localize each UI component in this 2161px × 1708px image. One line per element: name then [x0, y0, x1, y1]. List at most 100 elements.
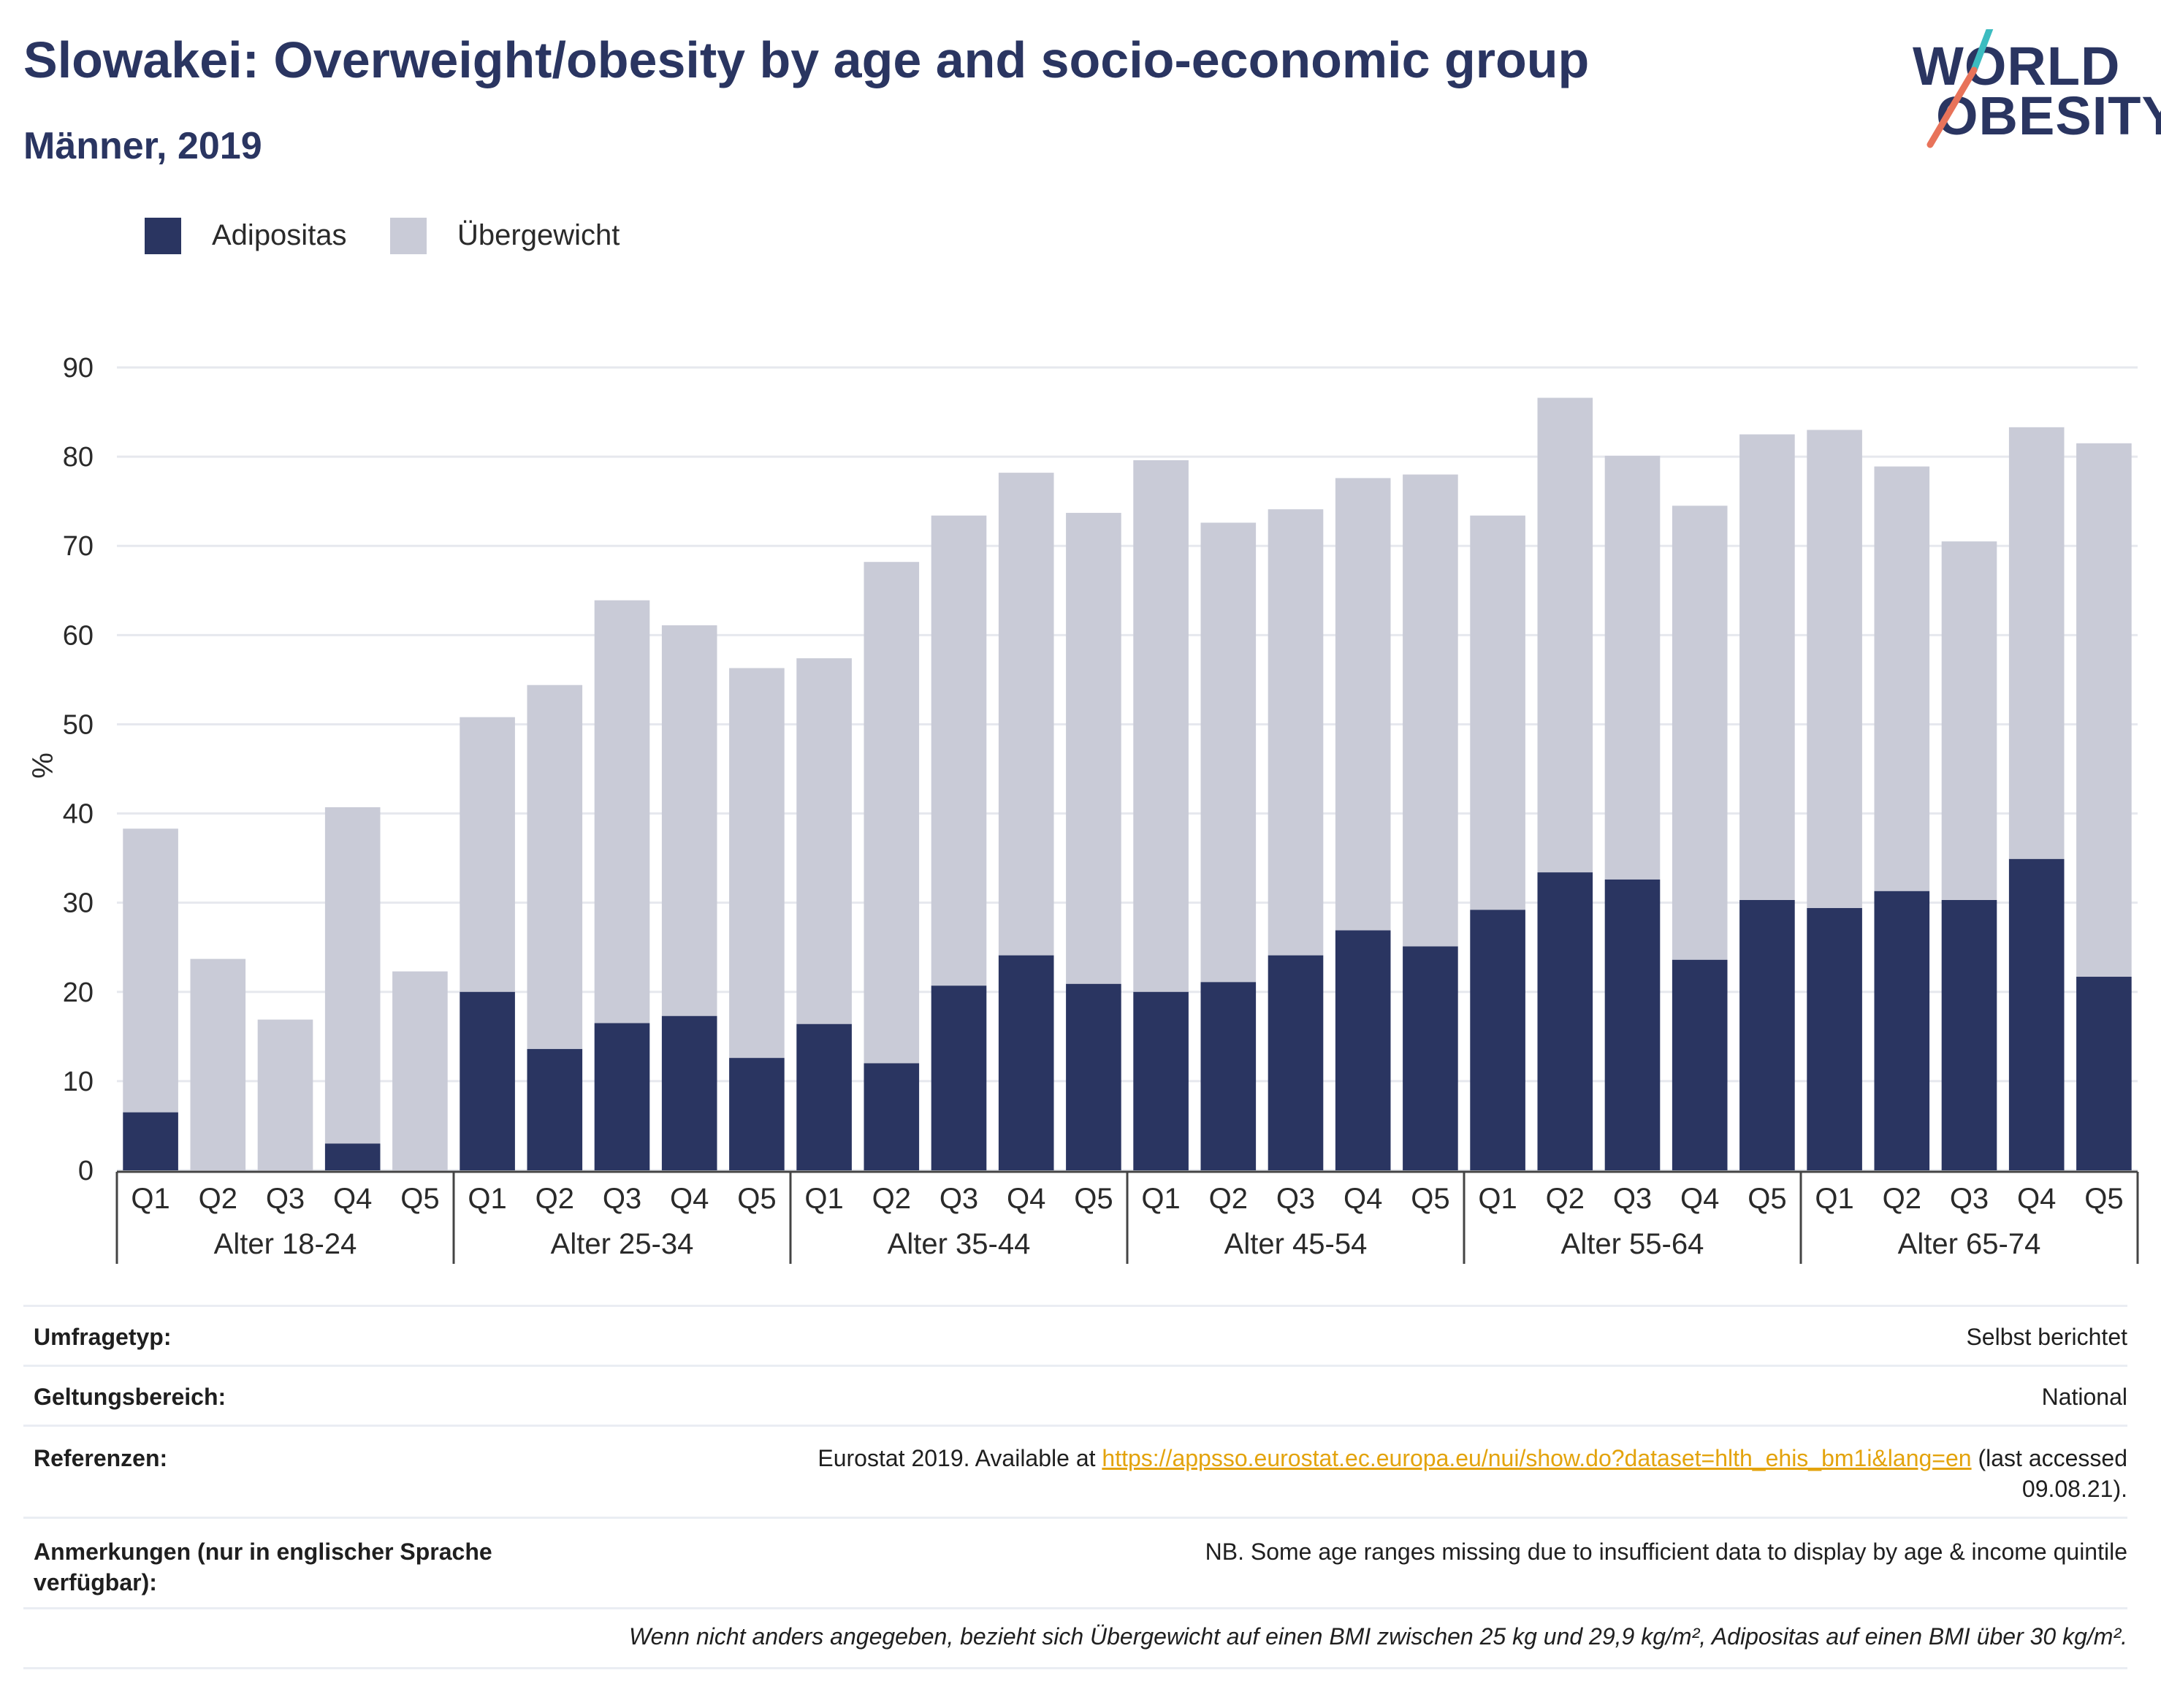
bar-overweight	[1268, 509, 1324, 956]
x-tick-label: Q3	[1276, 1183, 1315, 1215]
bar-overweight	[2076, 443, 2132, 977]
bar-overweight	[1403, 474, 1458, 947]
y-tick-label: 60	[63, 620, 94, 651]
references-link[interactable]: https://appsso.eurostat.ec.europa.eu/nui…	[1102, 1445, 1972, 1471]
bar-overweight	[1537, 397, 1593, 873]
x-tick-label: Q3	[1613, 1183, 1652, 1215]
bar-overweight	[392, 971, 448, 1170]
x-tick-label: Q5	[400, 1183, 439, 1215]
x-tick-label: Q4	[2017, 1183, 2056, 1215]
y-tick-label: 0	[78, 1156, 94, 1186]
references-suffix: (last accessed	[1971, 1445, 2127, 1471]
legend-swatch-obesity	[145, 218, 181, 254]
x-tick-label: Q5	[1748, 1183, 1786, 1215]
bar-overweight	[1807, 430, 1862, 908]
world-obesity-logo: WORLD OBESITY	[1892, 29, 2161, 153]
x-tick-label: Q5	[737, 1183, 776, 1215]
logo-slash-icon	[1926, 29, 1994, 148]
stacked-bar-chart: 0 10 20 30 40 50 60 70 80 90% Q1 Q2 Q3 Q4 Q5 Q1 Q2 Q3 Q4 Q5…	[27, 353, 2139, 1264]
bar-overweight	[594, 600, 650, 1023]
notes-label-line-2: verfügbar):	[34, 1569, 157, 1595]
bar-overweight	[1200, 522, 1257, 983]
x-tick-label: Q3	[940, 1183, 978, 1215]
x-tick-label: Q2	[536, 1183, 574, 1215]
bar-overweight	[1335, 478, 1391, 931]
x-tick-label: Q1	[1141, 1183, 1180, 1215]
y-axis-label: %	[27, 752, 59, 779]
bar-obesity	[1200, 982, 1257, 1170]
notes-label-line-1: Anmerkungen (nur in englischer Sprache	[34, 1539, 492, 1565]
coverage-label: Geltungsbereich:	[34, 1384, 226, 1410]
bar-obesity	[123, 1112, 178, 1170]
y-tick-label: 40	[63, 799, 94, 830]
bar-obesity	[1537, 872, 1593, 1170]
bar-overweight	[931, 515, 987, 986]
bar-obesity	[864, 1063, 920, 1170]
info-row-footnote-divider	[23, 1607, 2127, 1609]
references-line-2: 09.08.21).	[2021, 1476, 2127, 1502]
bar-overweight	[1941, 541, 1997, 901]
bar-overweight	[1739, 434, 1795, 901]
x-tick-label: Q1	[468, 1183, 506, 1215]
x-tick-label: Q4	[1680, 1183, 1719, 1215]
info-row-coverage: Geltungsbereich: National	[23, 1365, 2127, 1427]
x-tick-label: Q4	[670, 1183, 709, 1215]
bar-obesity	[1672, 959, 1728, 1170]
x-tick-label: Q1	[131, 1183, 169, 1215]
x-tick-label: Q4	[1344, 1183, 1382, 1215]
bar-obesity	[1470, 910, 1525, 1170]
bar-overweight	[1470, 515, 1525, 910]
bottom-divider	[23, 1667, 2127, 1669]
bar-overweight	[123, 828, 178, 1113]
footnote: Wenn nicht anders angegeben, bezieht sic…	[629, 1623, 2127, 1650]
bar-obesity	[1941, 900, 1997, 1170]
bar-overweight	[1874, 466, 1930, 891]
bar-overweight	[1133, 460, 1189, 992]
bar-obesity	[1268, 955, 1324, 1170]
bar-obesity	[796, 1023, 852, 1170]
bar-obesity	[661, 1015, 717, 1170]
x-tick-label: Q1	[804, 1183, 843, 1215]
logo-line-2: OBESITY	[1936, 85, 2161, 146]
bar-overweight	[864, 562, 920, 1064]
bar-overweight	[2008, 427, 2065, 859]
bar-obesity	[998, 955, 1054, 1170]
bar-obesity	[527, 1048, 583, 1170]
info-row-references: Referenzen: Eurostat 2019. Available at …	[23, 1425, 2127, 1519]
info-row-notes: Anmerkungen (nur in englischer Sprache v…	[23, 1517, 2127, 1609]
bar-obesity	[2008, 858, 2065, 1170]
x-tick-label: Q2	[1546, 1183, 1585, 1215]
logo-line-1: WORLD	[1913, 36, 2121, 96]
bar-overweight	[998, 473, 1054, 956]
x-tick-label: Q3	[266, 1183, 305, 1215]
bar-overweight	[661, 625, 717, 1016]
info-row-survey-type: Umfragetyp: Selbst berichtet	[23, 1305, 2127, 1367]
y-tick-label: 50	[63, 709, 94, 740]
bar-obesity	[1066, 983, 1121, 1170]
y-tick-label: 30	[63, 888, 94, 919]
bar-obesity	[1133, 991, 1189, 1170]
x-tick-label: Q2	[199, 1183, 237, 1215]
bar-overweight	[190, 958, 246, 1170]
chart-subtitle: Männer, 2019	[23, 125, 262, 167]
bar-obesity	[2076, 977, 2132, 1170]
y-tick-label: 20	[63, 977, 94, 1008]
bar-obesity	[460, 991, 515, 1170]
bar-obesity	[1335, 930, 1391, 1170]
x-tick-label: Q1	[1815, 1183, 1853, 1215]
bar-obesity	[324, 1143, 381, 1170]
notes-label: Anmerkungen (nur in englischer Sprache v…	[34, 1536, 492, 1598]
x-tick-label: Q5	[1411, 1183, 1449, 1215]
group-label: Alter 45-54	[1224, 1228, 1368, 1260]
group-label: Alter 18-24	[214, 1228, 357, 1260]
bar-overweight	[324, 807, 381, 1144]
x-tick-label: Q5	[2084, 1183, 2123, 1215]
x-tick-label: Q3	[1950, 1183, 1989, 1215]
bar-obesity	[1403, 946, 1458, 1170]
chart-title: Slowakei: Overweight/obesity by age and …	[23, 31, 1590, 88]
x-tick-label: Q2	[1883, 1183, 1921, 1215]
y-tick-label: 90	[63, 353, 94, 384]
y-tick-label: 80	[63, 442, 94, 473]
bar-overweight	[1672, 506, 1728, 960]
x-tick-label: Q1	[1478, 1183, 1517, 1215]
